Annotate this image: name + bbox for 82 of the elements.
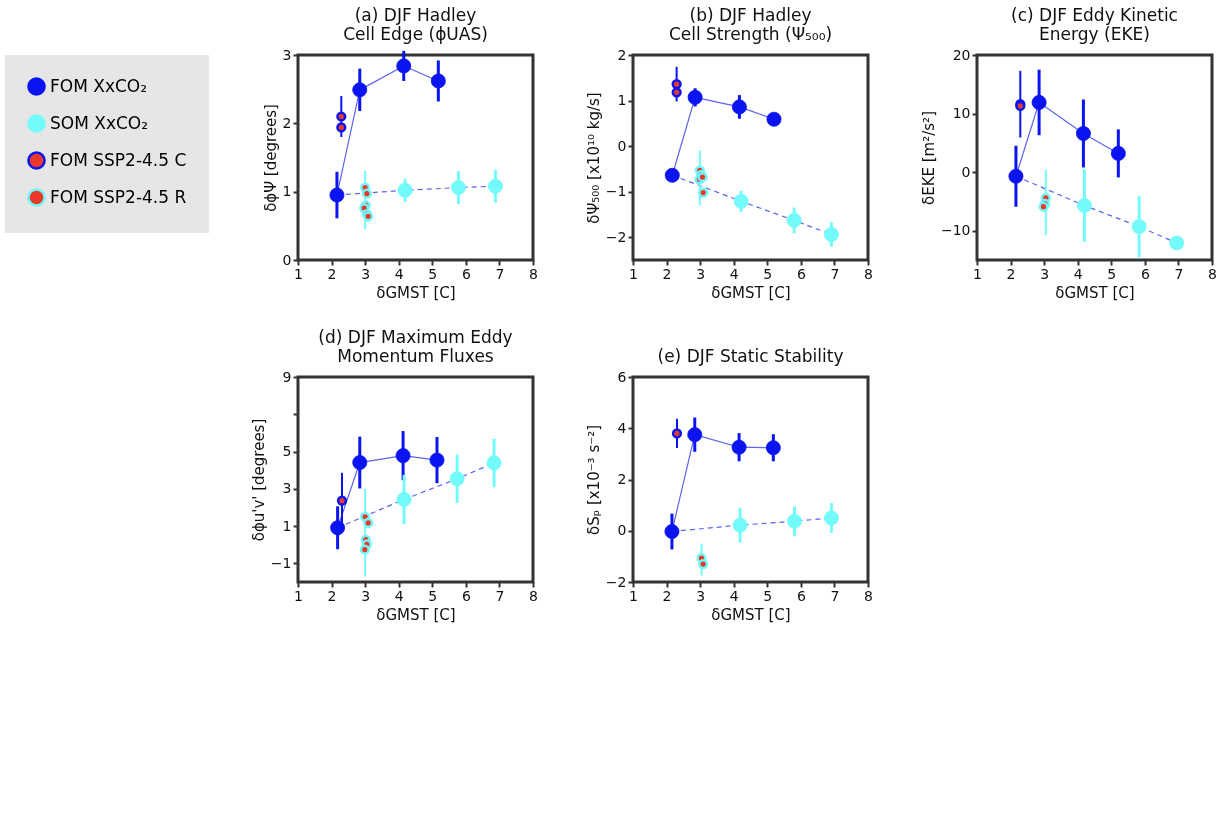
x-tick-label: 5 xyxy=(763,265,773,282)
x-tick-label: 4 xyxy=(729,587,739,604)
x-tick-label: 3 xyxy=(696,587,706,604)
y-tick-label: 9 xyxy=(282,368,292,385)
y-tick-label: 0 xyxy=(282,251,292,268)
x-tick-label: 1 xyxy=(629,265,638,282)
y-tick-label: −2 xyxy=(605,228,627,245)
y-tick-label: −10 xyxy=(940,222,971,239)
x-tick-label: 7 xyxy=(495,265,505,282)
x-tick-label: 7 xyxy=(830,265,840,282)
x-axis-title: δGMST [C] xyxy=(376,605,456,624)
y-tick-label: 4 xyxy=(617,419,627,436)
y-axis-title: δϕΨ [degrees] xyxy=(261,104,280,212)
x-axis-title: δGMST [C] xyxy=(376,283,456,302)
x-tick-label: 3 xyxy=(696,265,706,282)
x-tick-label: 8 xyxy=(864,265,873,282)
x-tick-label: 6 xyxy=(796,265,806,282)
y-tick-label: 0 xyxy=(617,522,627,539)
x-tick-label: 1 xyxy=(629,587,638,604)
y-tick-label: 0 xyxy=(617,137,627,154)
legend-label: SOM XxCO₂ xyxy=(50,112,149,133)
x-tick-label: 3 xyxy=(361,265,371,282)
y-tick-label: −1 xyxy=(605,183,627,200)
x-tick-label: 2 xyxy=(1006,265,1016,282)
x-tick-label: 8 xyxy=(529,265,538,282)
y-tick-label: 2 xyxy=(282,114,292,131)
x-tick-label: 4 xyxy=(394,587,404,604)
x-tick-label: 5 xyxy=(428,265,438,282)
y-tick-label: −1 xyxy=(270,554,292,571)
x-tick-label: 4 xyxy=(1073,265,1083,282)
x-tick-label: 1 xyxy=(973,265,982,282)
x-tick-label: 6 xyxy=(461,587,471,604)
y-tick-label: 1 xyxy=(617,92,627,109)
x-tick-label: 8 xyxy=(1208,265,1217,282)
x-tick-label: 6 xyxy=(1140,265,1150,282)
y-axis-title: δEKE [m²/s²] xyxy=(919,111,938,205)
y-axis-title: δSₚ [x10⁻³ s⁻²] xyxy=(584,424,603,536)
x-tick-label: 8 xyxy=(864,587,873,604)
x-tick-label: 4 xyxy=(394,265,404,282)
y-tick-label: 3 xyxy=(282,480,292,497)
chart-title: (b) DJF Hadley Cell Strength (Ψ₅₀₀) xyxy=(668,5,833,44)
x-tick-label: 5 xyxy=(763,587,773,604)
x-tick-label: 4 xyxy=(729,265,739,282)
y-tick-label: 2 xyxy=(617,46,627,63)
x-tick-label: 2 xyxy=(327,265,337,282)
chart-title: (a) DJF Hadley Cell Edge (ϕUAS) xyxy=(343,5,488,44)
y-tick-label: 6 xyxy=(617,368,627,385)
x-tick-label: 7 xyxy=(1174,265,1184,282)
x-tick-label: 3 xyxy=(1040,265,1050,282)
x-tick-label: 2 xyxy=(327,587,337,604)
x-tick-label: 2 xyxy=(662,587,672,604)
chart-title: (e) DJF Static Stability xyxy=(657,346,844,366)
x-tick-label: 1 xyxy=(294,265,303,282)
x-axis-title: δGMST [C] xyxy=(1055,283,1135,302)
y-tick-label: 2 xyxy=(617,471,627,487)
y-tick-label: −2 xyxy=(605,573,627,590)
x-tick-label: 8 xyxy=(529,587,538,604)
x-tick-label: 5 xyxy=(428,587,438,604)
y-tick-label: 20 xyxy=(952,46,971,63)
y-tick-label: 10 xyxy=(952,105,971,122)
legend-label: FOM XxCO₂ xyxy=(50,75,148,96)
x-tick-label: 6 xyxy=(796,587,806,604)
y-axis-title: δϕu'v' [degrees] xyxy=(249,418,268,542)
legend-label: FOM SSP2-4.5 C xyxy=(50,149,187,170)
y-axis-title: δΨ₅₀₀ [x10¹⁰ kg/s] xyxy=(584,92,603,224)
x-tick-label: 3 xyxy=(361,587,371,604)
x-tick-label: 2 xyxy=(662,265,672,282)
y-tick-label: 5 xyxy=(282,443,292,460)
x-axis-title: δGMST [C] xyxy=(711,283,791,302)
x-tick-label: 5 xyxy=(1107,265,1117,282)
x-tick-label: 6 xyxy=(461,265,471,282)
x-tick-label: 1 xyxy=(294,587,303,604)
x-tick-label: 7 xyxy=(495,587,505,604)
legend-label: FOM SSP2-4.5 R xyxy=(50,186,187,207)
x-tick-label: 7 xyxy=(830,587,840,604)
x-axis-title: δGMST [C] xyxy=(711,605,791,624)
y-tick-label: 1 xyxy=(282,517,292,534)
chart-title: (c) DJF Eddy Kinetic Energy (EKE) xyxy=(1011,5,1178,44)
y-tick-label: 0 xyxy=(961,163,971,180)
chart-title: (d) DJF Maximum Eddy Momentum Fluxes xyxy=(318,327,513,366)
y-tick-label: 1 xyxy=(282,183,292,200)
y-tick-label: 3 xyxy=(282,46,292,63)
